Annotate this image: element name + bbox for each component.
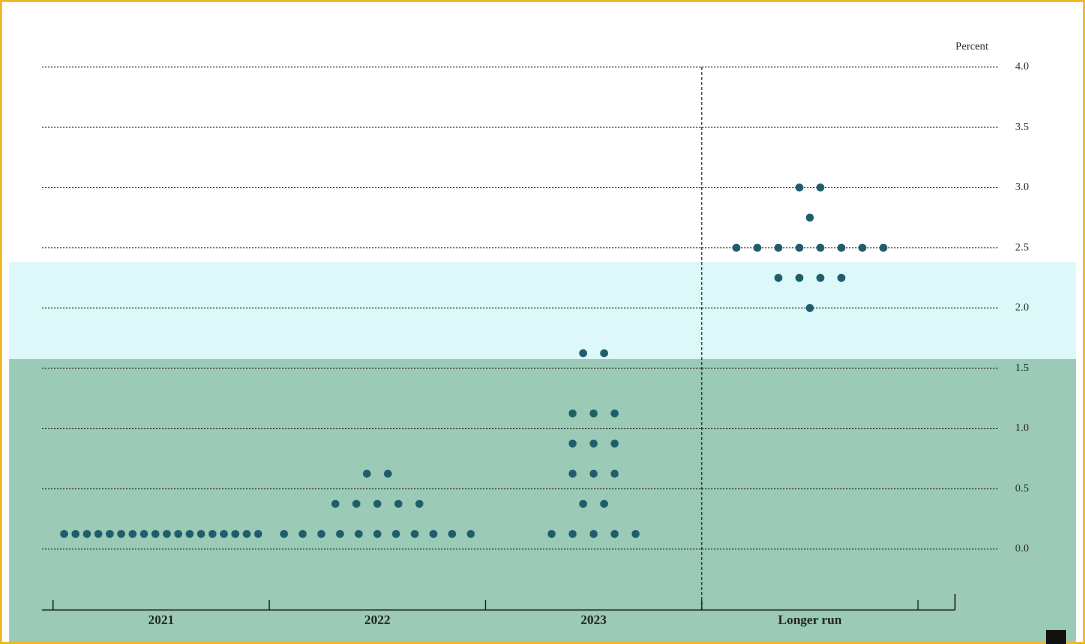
dot bbox=[317, 529, 326, 538]
dot bbox=[610, 439, 619, 448]
dot bbox=[242, 529, 251, 538]
dot bbox=[71, 529, 80, 538]
corner-mark bbox=[1046, 630, 1066, 644]
dot bbox=[94, 529, 103, 538]
y-tick-label: 2.5 bbox=[1015, 241, 1029, 253]
dot bbox=[117, 529, 126, 538]
dot bbox=[298, 529, 307, 538]
y-tick-label: 1.0 bbox=[1015, 422, 1029, 434]
overlay-panel bbox=[9, 359, 1076, 642]
dot bbox=[231, 529, 240, 538]
dot bbox=[816, 273, 825, 282]
dot bbox=[816, 243, 825, 252]
y-tick-label: 4.0 bbox=[1015, 61, 1029, 73]
dot bbox=[589, 409, 598, 418]
y-tick-label: 1.5 bbox=[1015, 362, 1029, 374]
dot bbox=[732, 243, 741, 252]
y-tick-label: 0.5 bbox=[1015, 482, 1029, 494]
dot bbox=[610, 469, 619, 478]
dot bbox=[816, 183, 825, 192]
dot bbox=[415, 499, 424, 508]
dot bbox=[151, 529, 160, 538]
dot bbox=[631, 529, 640, 538]
dot bbox=[589, 439, 598, 448]
x-tick-label: 2022 bbox=[364, 612, 390, 627]
dot bbox=[82, 529, 91, 538]
dot bbox=[600, 499, 609, 508]
dot bbox=[362, 469, 371, 478]
dot bbox=[774, 273, 783, 282]
dot bbox=[579, 499, 588, 508]
dot bbox=[105, 529, 114, 538]
dot bbox=[466, 529, 475, 538]
x-tick-label: 2023 bbox=[581, 612, 608, 627]
dot bbox=[392, 529, 401, 538]
dot bbox=[568, 529, 577, 538]
dot bbox=[858, 243, 867, 252]
dot bbox=[140, 529, 149, 538]
dot bbox=[128, 529, 137, 538]
dot bbox=[429, 529, 438, 538]
dot bbox=[394, 499, 403, 508]
dot bbox=[579, 349, 588, 358]
dot bbox=[331, 499, 340, 508]
dot bbox=[354, 529, 363, 538]
dot bbox=[589, 469, 598, 478]
dot bbox=[795, 243, 804, 252]
y-axis-label: Percent bbox=[956, 41, 989, 53]
dot bbox=[279, 529, 288, 538]
dot bbox=[352, 499, 361, 508]
dot bbox=[197, 529, 206, 538]
dot bbox=[448, 529, 457, 538]
y-tick-label: 2.0 bbox=[1015, 302, 1029, 314]
overlay-band bbox=[9, 262, 1076, 359]
dot bbox=[879, 243, 888, 252]
y-tick-label: 0.0 bbox=[1015, 543, 1029, 555]
dot bbox=[568, 469, 577, 478]
dot bbox=[600, 349, 609, 358]
dot bbox=[589, 529, 598, 538]
dot bbox=[162, 529, 171, 538]
dot bbox=[568, 409, 577, 418]
dot bbox=[774, 243, 783, 252]
dot bbox=[610, 529, 619, 538]
dot bbox=[795, 183, 804, 192]
dot bbox=[610, 409, 619, 418]
dot bbox=[547, 529, 556, 538]
y-tick-label: 3.5 bbox=[1015, 121, 1029, 133]
dot bbox=[753, 243, 762, 252]
dot bbox=[837, 243, 846, 252]
dot bbox=[805, 213, 814, 222]
dot bbox=[805, 304, 814, 312]
x-tick-label: 2021 bbox=[148, 612, 174, 627]
x-tick-label: Longer run bbox=[778, 612, 842, 627]
dot bbox=[254, 529, 263, 538]
dot bbox=[185, 529, 194, 538]
dot bbox=[383, 469, 392, 478]
dot bbox=[837, 273, 846, 282]
dot bbox=[219, 529, 228, 538]
dot bbox=[373, 529, 382, 538]
dot bbox=[174, 529, 183, 538]
dot bbox=[568, 439, 577, 448]
dot bbox=[410, 529, 419, 538]
dot bbox=[60, 529, 69, 538]
dot bbox=[208, 529, 217, 538]
dot bbox=[373, 499, 382, 508]
dot bbox=[795, 273, 804, 282]
dot bbox=[336, 529, 345, 538]
y-tick-label: 3.0 bbox=[1015, 181, 1029, 193]
